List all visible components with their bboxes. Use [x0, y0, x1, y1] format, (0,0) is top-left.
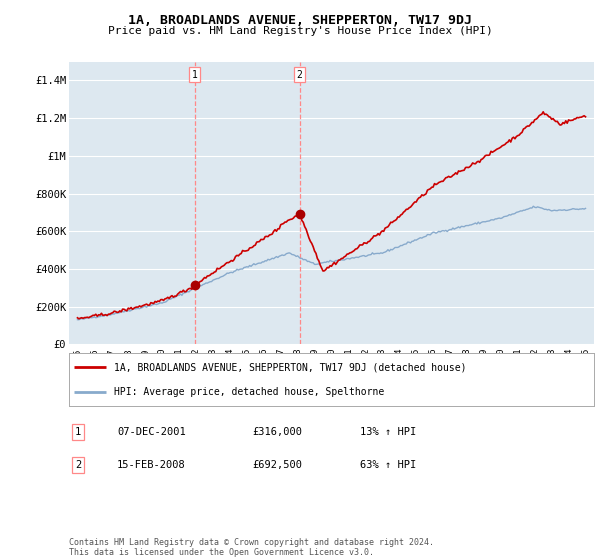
- Text: 1A, BROADLANDS AVENUE, SHEPPERTON, TW17 9DJ (detached house): 1A, BROADLANDS AVENUE, SHEPPERTON, TW17 …: [113, 362, 466, 372]
- Text: 15-FEB-2008: 15-FEB-2008: [117, 460, 186, 470]
- Text: 07-DEC-2001: 07-DEC-2001: [117, 427, 186, 437]
- Text: HPI: Average price, detached house, Spelthorne: HPI: Average price, detached house, Spel…: [113, 386, 384, 396]
- Text: 13% ↑ HPI: 13% ↑ HPI: [360, 427, 416, 437]
- Text: 1: 1: [192, 70, 197, 80]
- Text: Price paid vs. HM Land Registry's House Price Index (HPI): Price paid vs. HM Land Registry's House …: [107, 26, 493, 36]
- Text: 2: 2: [297, 70, 302, 80]
- Text: Contains HM Land Registry data © Crown copyright and database right 2024.
This d: Contains HM Land Registry data © Crown c…: [69, 538, 434, 557]
- Text: 63% ↑ HPI: 63% ↑ HPI: [360, 460, 416, 470]
- Text: £316,000: £316,000: [252, 427, 302, 437]
- Text: 1: 1: [75, 427, 81, 437]
- Text: 2: 2: [75, 460, 81, 470]
- Text: £692,500: £692,500: [252, 460, 302, 470]
- Text: 1A, BROADLANDS AVENUE, SHEPPERTON, TW17 9DJ: 1A, BROADLANDS AVENUE, SHEPPERTON, TW17 …: [128, 14, 472, 27]
